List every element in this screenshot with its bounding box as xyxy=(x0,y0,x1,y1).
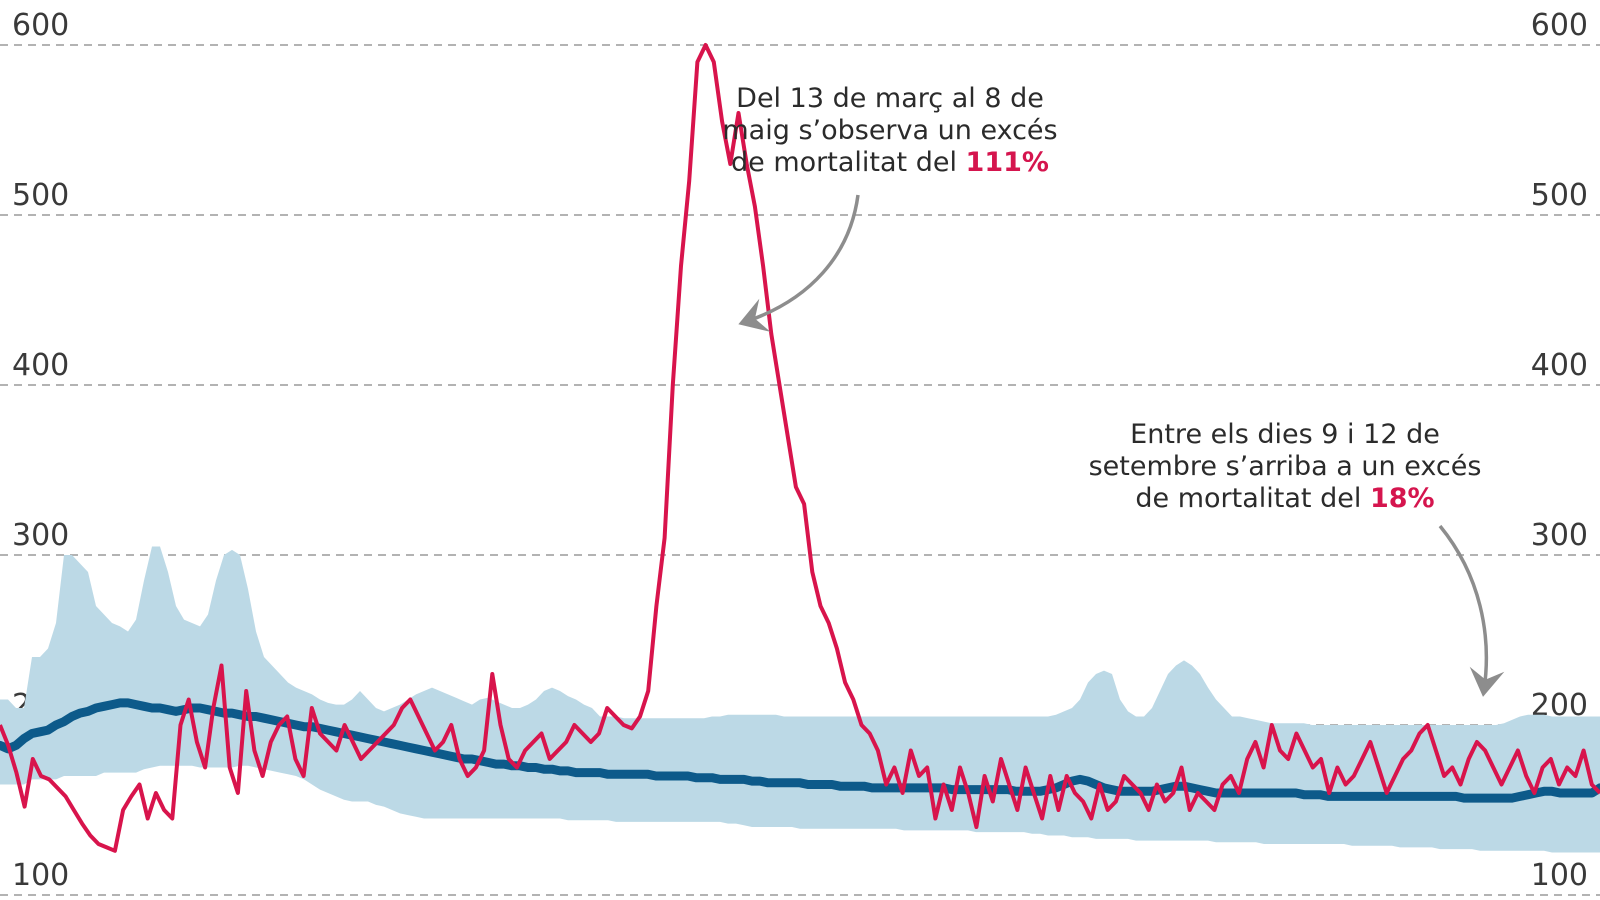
series-expected-line xyxy=(0,698,1600,803)
annotation-september-line-3: de mortalitat del xyxy=(1135,483,1370,514)
expected-range-band xyxy=(0,546,1600,853)
series-observed-line xyxy=(0,43,1600,853)
annotation-arrow-september xyxy=(1438,524,1505,697)
annotation-september: Entre els dies 9 i 12 de setembre s’arri… xyxy=(1060,419,1510,515)
y-tick-right-100: 100 xyxy=(1531,858,1588,893)
y-tick-right-600: 600 xyxy=(1531,8,1588,43)
y-tick-left-100: 100 xyxy=(12,858,69,893)
annotation-arrow-peak xyxy=(738,194,860,332)
annotation-peak: Del 13 de març al 8 de maig s’observa un… xyxy=(680,83,1100,179)
annotation-peak-line-2: maig s’observa un excés xyxy=(722,115,1058,146)
y-tick-left-400: 400 xyxy=(12,348,69,383)
annotation-peak-line-3: de mortalitat del xyxy=(731,147,966,178)
y-tick-right-400: 400 xyxy=(1531,348,1588,383)
y-tick-left-500: 500 xyxy=(12,178,69,213)
y-tick-right-300: 300 xyxy=(1531,518,1588,553)
y-tick-left-600: 600 xyxy=(12,8,69,43)
annotation-september-line-2: setembre s’arriba a un excés xyxy=(1088,451,1482,482)
y-tick-right-500: 500 xyxy=(1531,178,1588,213)
annotation-peak-line-1: Del 13 de març al 8 de xyxy=(736,83,1044,114)
y-tick-left-300: 300 xyxy=(12,518,69,553)
annotation-september-line-1: Entre els dies 9 i 12 de xyxy=(1130,419,1440,450)
annotation-peak-percent: 111% xyxy=(965,147,1049,178)
annotation-september-percent: 18% xyxy=(1369,483,1435,514)
